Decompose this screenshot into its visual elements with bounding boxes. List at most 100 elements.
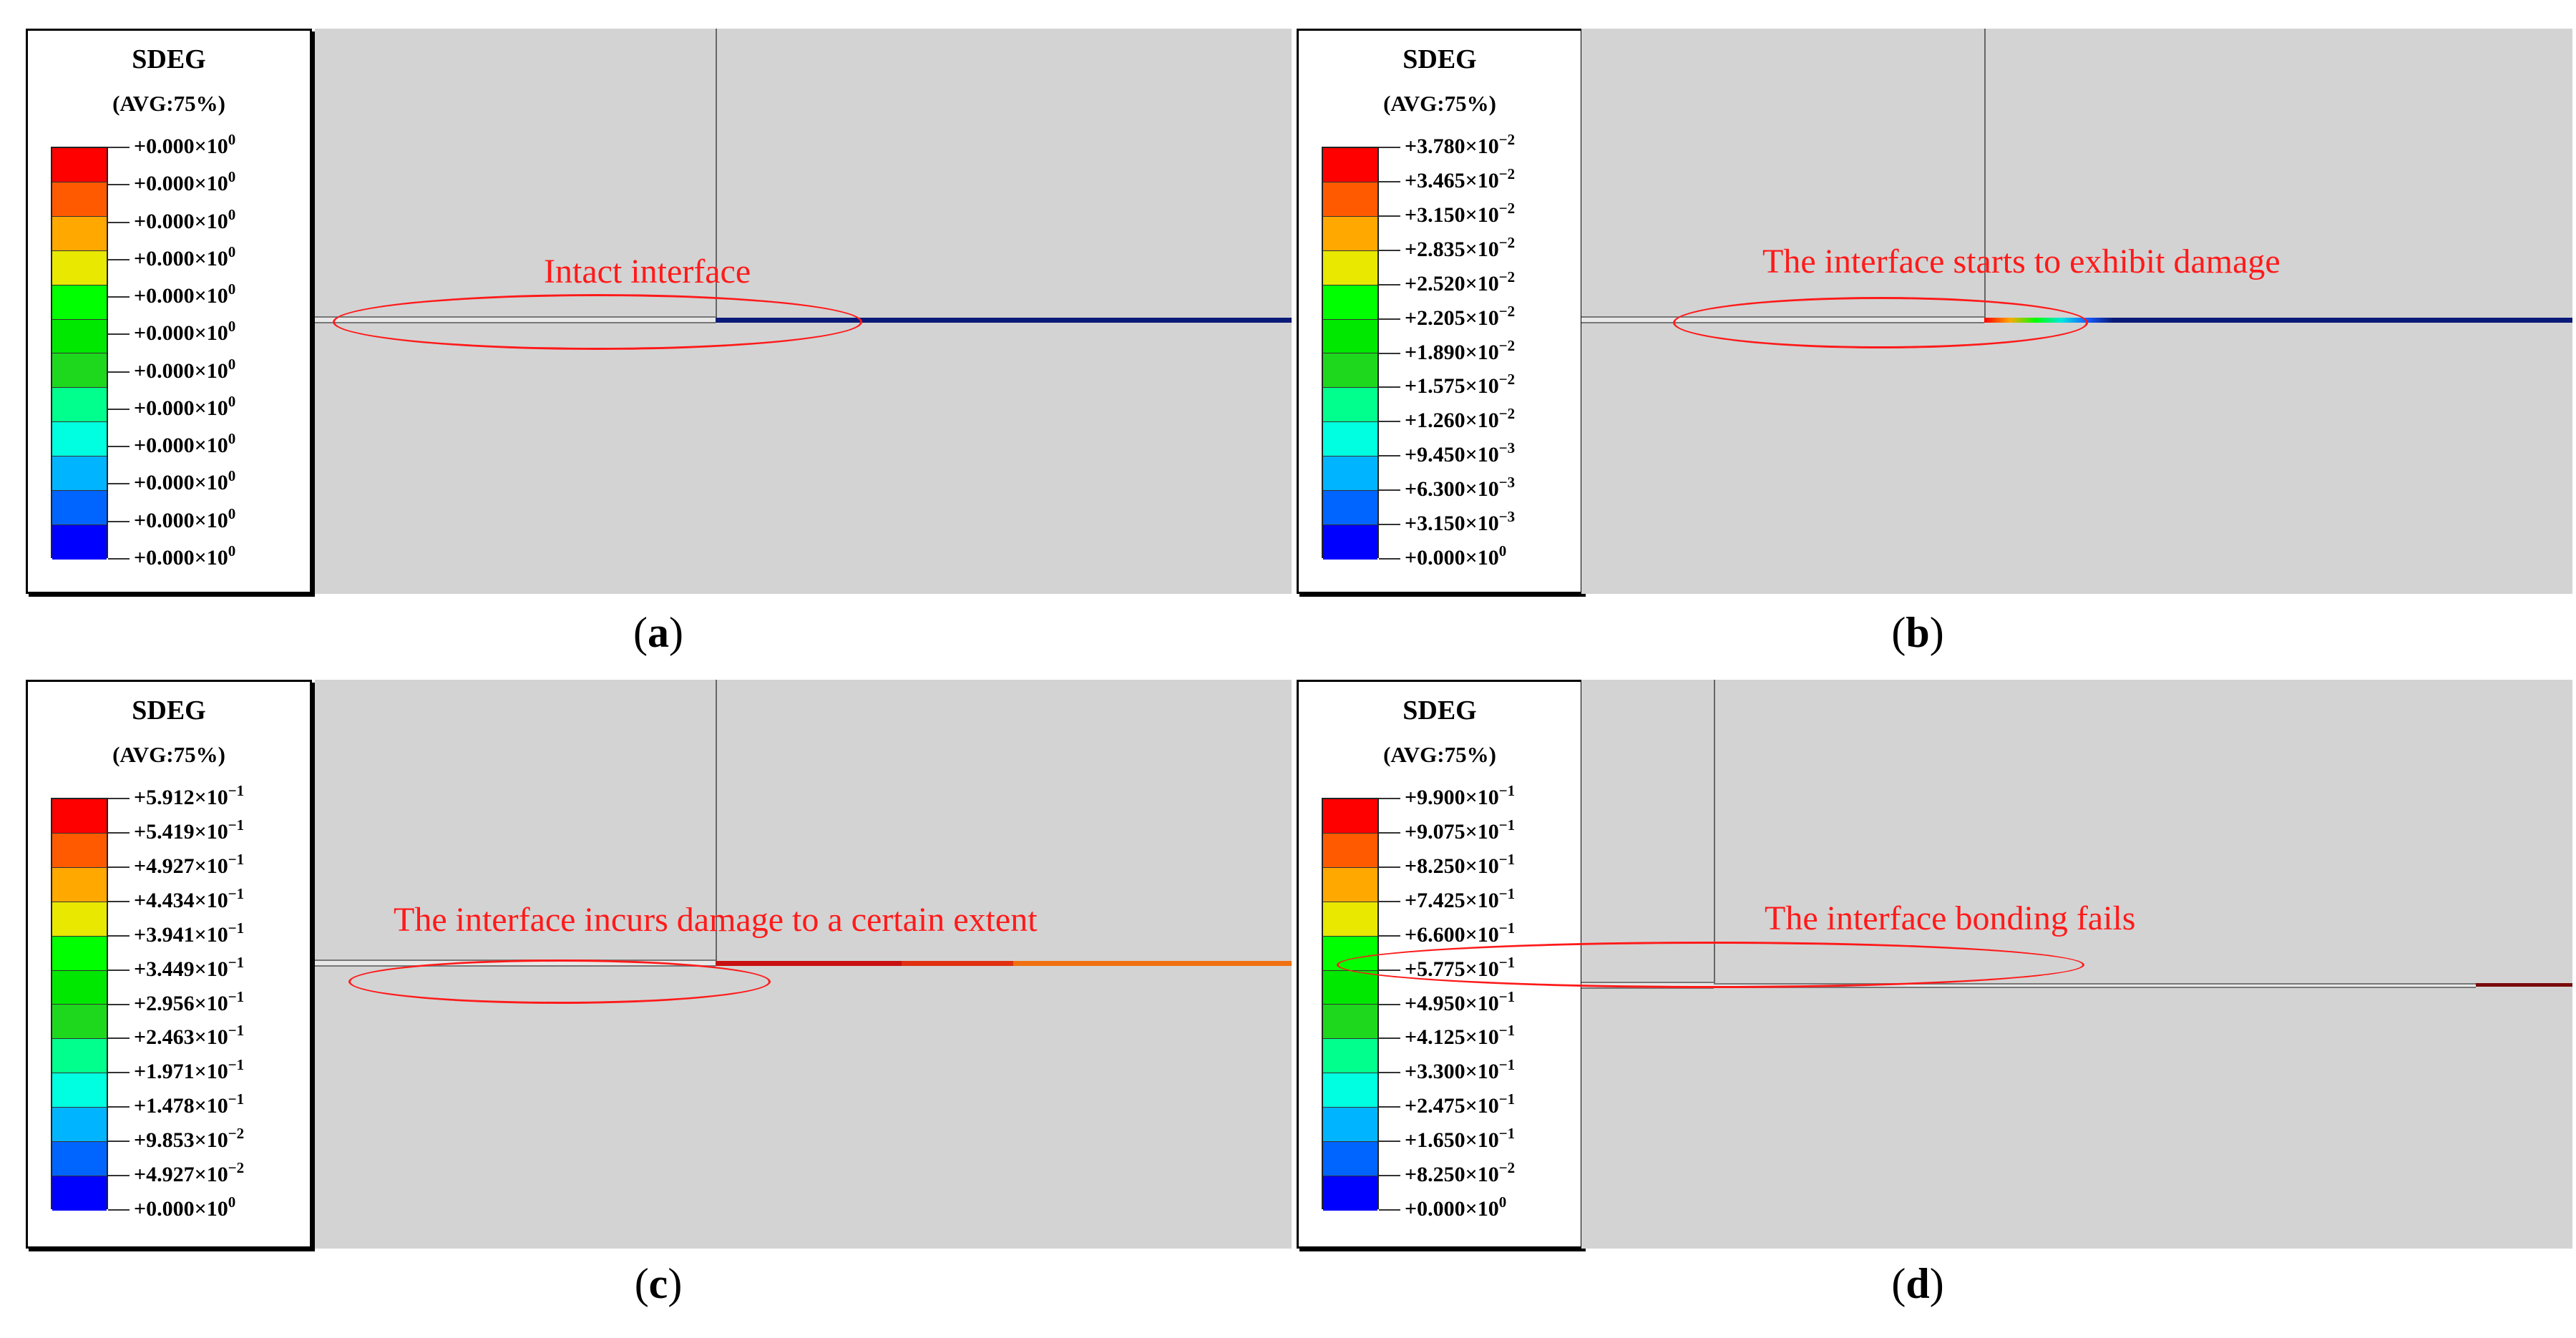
color-swatch	[52, 422, 107, 457]
legend-label-mantissa: +7.425×10	[1405, 888, 1499, 912]
legend-label-exponent: 0	[228, 131, 236, 148]
legend-label: +1.478×10−1	[134, 1092, 244, 1117]
caption-paren: (	[1891, 1260, 1906, 1307]
legend-label: +3.465×10−2	[1405, 166, 1515, 192]
damaged-element	[827, 961, 865, 966]
legend-label-exponent: 0	[228, 280, 236, 298]
legend-label-mantissa: +6.300×10	[1405, 477, 1499, 502]
legend-label: +2.463×10−1	[134, 1023, 244, 1050]
legend-label-mantissa: +0.000×10	[134, 508, 228, 532]
legend-label-mantissa: +4.950×10	[1405, 991, 1499, 1015]
tick-mark	[1379, 249, 1400, 251]
legend-ticks: +3.780×10−2 +3.465×10−2 +3.150×10−2 +2.835×…	[1379, 132, 1579, 569]
vertical-boundary-line	[1984, 29, 1986, 319]
legend-label-exponent: −2	[1498, 405, 1516, 423]
tick-mark	[108, 147, 130, 148]
color-swatch	[52, 148, 107, 182]
legend-ticks: +0.000×100 +0.000×100 +0.000×100 +0.000×100…	[108, 132, 308, 569]
caption-letter: d	[1906, 1260, 1930, 1307]
legend-label: +6.600×10−1	[1405, 920, 1515, 947]
legend-box: SDEG (AVG:75%) +0.000×100 +0.000×100 +0.000×…	[26, 29, 312, 594]
legend-label-exponent: −1	[228, 1022, 245, 1040]
tick-mark	[1379, 900, 1400, 902]
legend-label-mantissa: +3.150×10	[1405, 202, 1499, 227]
legend-label: +0.000×100	[134, 1195, 235, 1220]
caption-paren: )	[1929, 1260, 1944, 1307]
legend-label-mantissa: +0.000×10	[134, 471, 228, 495]
legend-label-exponent: −2	[1498, 371, 1516, 389]
legend-label-exponent: 0	[228, 318, 236, 336]
legend-label: +5.912×10−1	[134, 783, 244, 809]
legend-label-exponent: −1	[228, 987, 245, 1005]
tick-mark	[1379, 318, 1400, 320]
legend-label-mantissa: +1.575×10	[1405, 374, 1499, 399]
legend-label-exponent: −2	[1498, 336, 1516, 354]
legend-label: +1.890×10−2	[1405, 338, 1515, 363]
legend-label: +2.835×10−2	[1405, 235, 1515, 261]
legend-label-mantissa: +4.927×10	[134, 1163, 228, 1187]
legend-label: +4.927×10−2	[134, 1161, 244, 1187]
legend-label-mantissa: +0.000×10	[134, 546, 228, 570]
legend-label: +0.000×100	[134, 506, 235, 532]
tick-mark	[1379, 1175, 1400, 1177]
legend-label-exponent: 0	[228, 168, 236, 186]
color-swatch	[52, 388, 107, 423]
caption-paren: (	[633, 609, 648, 656]
annotation-text: The interface starts to exhibit damage	[1762, 243, 2280, 280]
legend-label-mantissa: +0.000×10	[1405, 546, 1499, 570]
legend-label-mantissa: +2.835×10	[1405, 237, 1499, 261]
cohesive-interface-strip	[716, 318, 1292, 323]
legend-label-mantissa: +0.000×10	[134, 246, 228, 270]
legend-label-exponent: 0	[228, 243, 236, 260]
legend-label-exponent: 0	[228, 205, 236, 223]
legend-label: +3.941×10−1	[134, 920, 244, 947]
legend-label-mantissa: +1.650×10	[1405, 1128, 1499, 1153]
tick-mark	[108, 866, 130, 868]
color-swatch	[1323, 250, 1377, 285]
legend-label: +8.250×10−2	[1405, 1161, 1515, 1186]
legend-label: +1.971×10−1	[134, 1058, 244, 1083]
color-swatch	[1323, 491, 1377, 525]
tick-mark	[1379, 180, 1400, 182]
color-swatch	[52, 1005, 107, 1040]
legend-box: SDEG (AVG:75%) +3.780×10−2 +3.465×10−2 +3.15…	[1297, 29, 1583, 594]
tick-mark	[108, 969, 130, 971]
color-swatch	[52, 1176, 107, 1211]
tick-mark	[108, 483, 130, 485]
tick-mark	[108, 1141, 130, 1143]
color-swatch	[52, 491, 107, 525]
legend-label-mantissa: +6.600×10	[1405, 922, 1499, 947]
legend-label-exponent: 0	[228, 392, 236, 410]
legend-label-mantissa: +3.941×10	[134, 922, 228, 947]
legend-label: +4.434×10−1	[134, 886, 244, 912]
tick-mark	[1379, 421, 1400, 423]
legend-label-mantissa: +5.912×10	[134, 786, 228, 809]
legend-label-mantissa: +2.520×10	[1405, 271, 1499, 296]
legend-subtitle: (AVG:75%)	[112, 742, 225, 767]
legend-label: +3.150×10−2	[1405, 200, 1515, 227]
legend-label: +8.250×10−1	[1405, 851, 1515, 877]
color-swatch	[1323, 182, 1377, 217]
legend-label-exponent: −2	[228, 1159, 245, 1177]
legend-label-mantissa: +9.853×10	[134, 1128, 228, 1153]
tick-mark	[108, 798, 130, 799]
legend-label: +3.449×10−1	[134, 954, 244, 980]
damaged-element	[864, 961, 902, 966]
legend-label-exponent: 0	[1498, 542, 1507, 560]
legend-label-mantissa: +2.463×10	[134, 1025, 228, 1050]
legend-label: +9.075×10−1	[1405, 817, 1515, 843]
legend-label-exponent: −2	[1498, 1159, 1516, 1177]
legend-ticks: +9.900×10−1 +9.075×10−1 +8.250×10−1 +7.425×…	[1379, 783, 1579, 1220]
legend-label-exponent: −2	[1498, 233, 1516, 251]
color-swatch	[1323, 319, 1377, 354]
vertical-boundary-line	[716, 680, 717, 962]
legend-label-exponent: −3	[1498, 474, 1516, 492]
legend-label-mantissa: +3.465×10	[1405, 168, 1499, 192]
color-swatch	[1323, 388, 1377, 423]
color-swatch	[52, 353, 107, 389]
tick-mark	[108, 1072, 130, 1074]
legend-label-mantissa: +9.900×10	[1405, 786, 1499, 809]
legend-label-exponent: −1	[228, 850, 245, 868]
legend-ticks: +5.912×10−1 +5.419×10−1 +4.927×10−1 +4.434×…	[108, 783, 308, 1220]
legend-label-exponent: −3	[1498, 439, 1516, 457]
